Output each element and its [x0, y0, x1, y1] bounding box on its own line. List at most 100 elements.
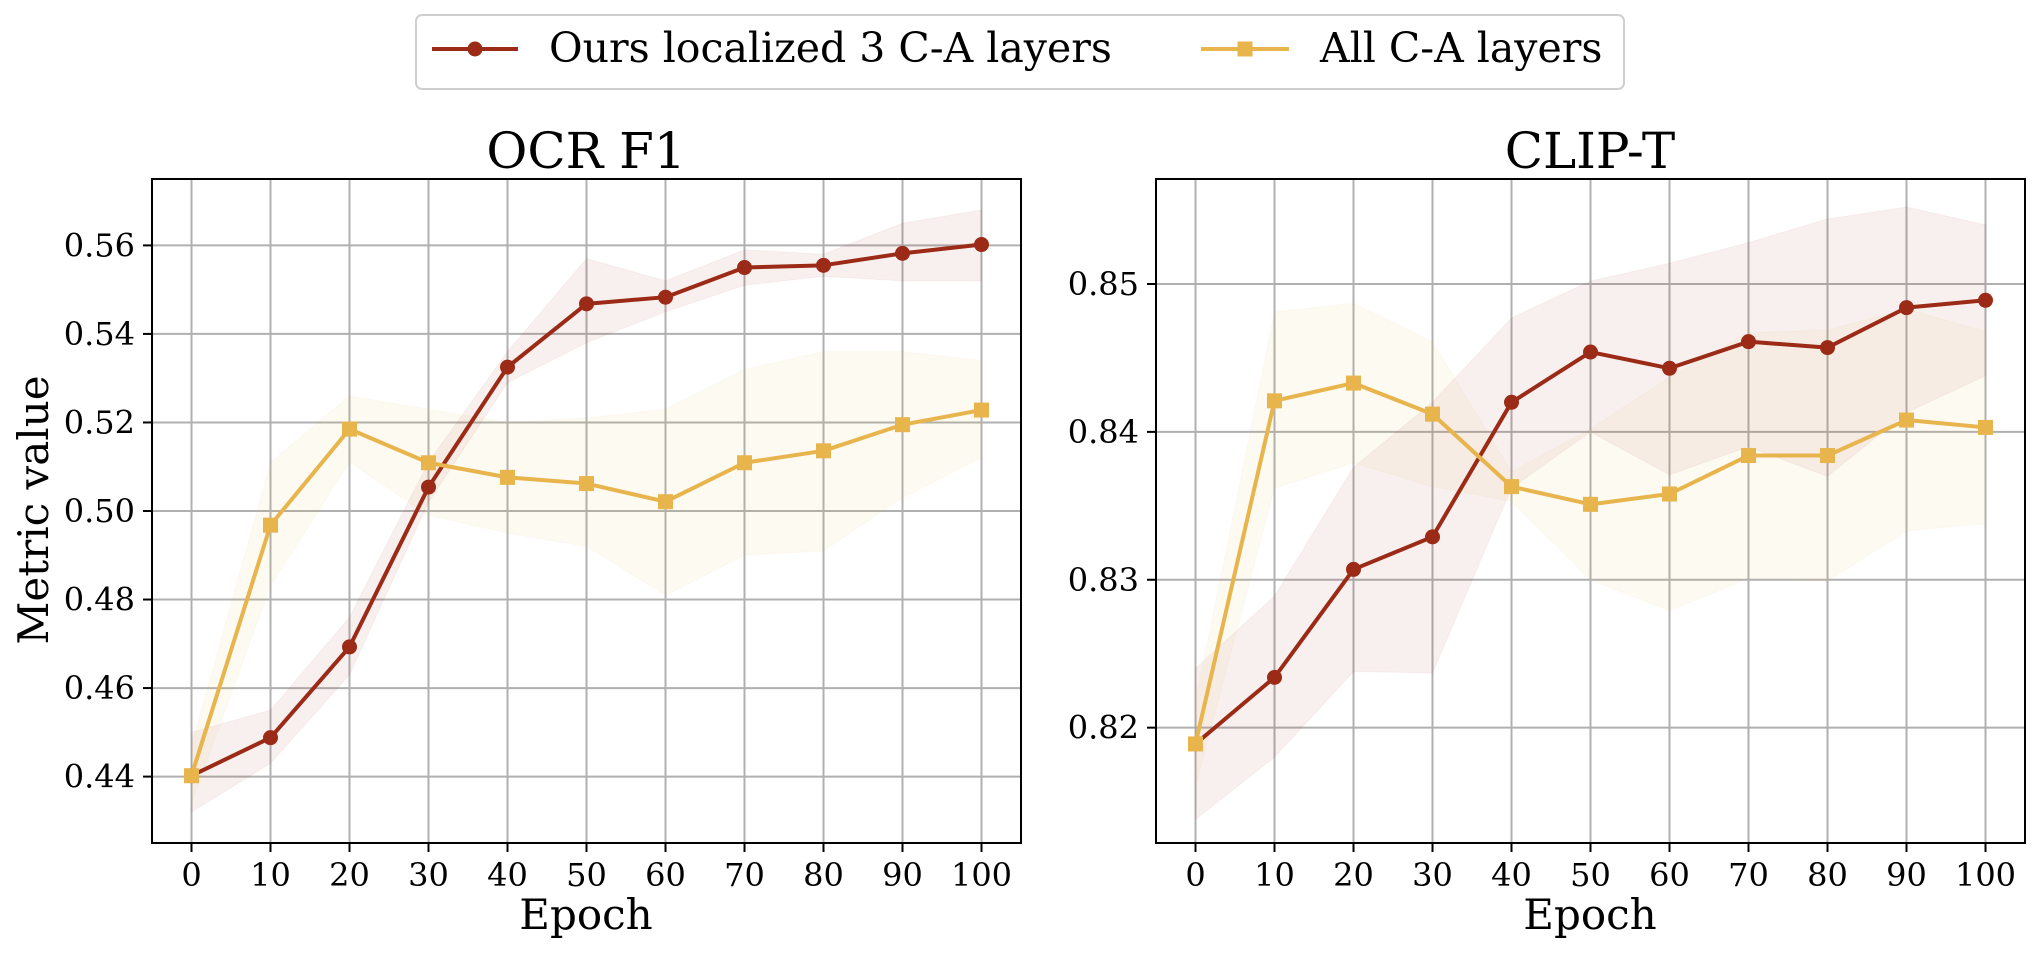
legend-frame [415, 14, 1625, 90]
point-all-c-a-layers [263, 517, 278, 533]
legend-label-ours: Ours localized 3 C-A layers [549, 24, 1112, 72]
x-tick-label: 90 [1886, 856, 1927, 894]
band-ours-localized-3-c-a-layers [191, 209, 982, 813]
point-ours-localized-3-c-a-layers [1741, 334, 1756, 350]
point-ours-localized-3-c-a-layers [816, 257, 831, 273]
point-ours-localized-3-c-a-layers [1978, 292, 1993, 308]
series-clip-t [1188, 292, 1993, 752]
point-all-c-a-layers [1425, 406, 1440, 422]
point-all-c-a-layers [1820, 448, 1835, 464]
point-all-c-a-layers [1267, 393, 1282, 409]
y-axis-title: Metric value [9, 375, 58, 644]
point-ours-localized-3-c-a-layers [263, 730, 278, 746]
chart-clip-t: CLIP-T 0 10 20 30 40 50 60 70 80 90 100 0.820.830.… [1068, 122, 2026, 939]
point-all-c-a-layers [1741, 448, 1756, 464]
x-tick-label: 20 [1333, 856, 1374, 894]
point-all-c-a-layers [500, 469, 515, 485]
x-tick-label: 100 [951, 856, 1012, 894]
x-axis-title-clip-t: Epoch [1523, 890, 1656, 939]
band-all-c-a-layers [1195, 302, 1986, 787]
legend-entry-all: All C-A layers [1201, 24, 1602, 72]
point-all-c-a-layers [658, 494, 673, 510]
point-all-c-a-layers [895, 417, 910, 433]
y-tick-label: 0.84 [1068, 413, 1139, 451]
legend-entry-ours: Ours localized 3 C-A layers [432, 24, 1112, 72]
point-ours-localized-3-c-a-layers [974, 237, 989, 253]
x-tick-label: 90 [882, 856, 923, 894]
x-tick-label: 30 [1412, 856, 1453, 894]
point-all-c-a-layers [974, 402, 989, 418]
x-tick-label: 100 [1955, 856, 2016, 894]
point-ours-localized-3-c-a-layers [1267, 669, 1282, 685]
x-tick-label: 0 [181, 856, 201, 894]
y-tick-label: 0.50 [64, 492, 135, 530]
legend-marker-square [1237, 41, 1253, 57]
point-ours-localized-3-c-a-layers [421, 479, 436, 495]
point-ours-localized-3-c-a-layers [1662, 360, 1677, 376]
chart-title-clip-t: CLIP-T [1505, 122, 1676, 180]
y-tick-label: 0.46 [64, 669, 135, 707]
point-ours-localized-3-c-a-layers [737, 260, 752, 276]
chart-ocr-f1: OCR F1 0 10 20 30 40 50 60 70 80 90 100 0.440.460.… [64, 122, 1022, 939]
point-ours-localized-3-c-a-layers [895, 245, 910, 261]
grid-ocr-f1 [152, 179, 1021, 843]
y-tick-label: 0.85 [1068, 265, 1139, 303]
point-all-c-a-layers [579, 476, 594, 492]
point-ours-localized-3-c-a-layers [342, 639, 357, 655]
point-all-c-a-layers [1583, 496, 1598, 512]
x-tick-label: 60 [645, 856, 686, 894]
x-tick-label: 30 [408, 856, 449, 894]
band-ours-localized-3-c-a-layers [1195, 206, 1986, 821]
y-tick-label: 0.83 [1068, 561, 1139, 599]
y-tick-label: 0.48 [64, 581, 135, 619]
point-all-c-a-layers [1188, 736, 1203, 752]
point-all-c-a-layers [1346, 375, 1361, 391]
x-tick-label: 70 [724, 856, 765, 894]
point-ours-localized-3-c-a-layers [1504, 394, 1519, 410]
point-ours-localized-3-c-a-layers [1346, 561, 1361, 577]
chart-title-ocr-f1: OCR F1 [486, 122, 685, 180]
point-all-c-a-layers [737, 455, 752, 471]
band-all-c-a-layers [191, 351, 982, 804]
point-all-c-a-layers [1978, 419, 1993, 435]
y-tick-label: 0.54 [64, 315, 135, 353]
y-tick-label: 0.56 [64, 226, 135, 264]
grid-clip-t [1156, 179, 2025, 843]
point-ours-localized-3-c-a-layers [1820, 340, 1835, 356]
x-ticks-ocr-f1: 0 10 20 30 40 50 60 70 80 90 100 [181, 843, 1012, 894]
point-ours-localized-3-c-a-layers [1899, 300, 1914, 316]
point-ours-localized-3-c-a-layers [1583, 344, 1598, 360]
point-all-c-a-layers [342, 421, 357, 437]
point-all-c-a-layers [1899, 412, 1914, 428]
point-all-c-a-layers [421, 455, 436, 471]
x-tick-label: 20 [329, 856, 370, 894]
x-tick-label: 0 [1185, 856, 1205, 894]
bands-clip-t [1195, 206, 1986, 821]
x-ticks-clip-t: 0 10 20 30 40 50 60 70 80 90 100 [1185, 843, 2016, 894]
legend: Ours localized 3 C-A layers All C-A laye… [415, 14, 1625, 90]
x-tick-label: 50 [566, 856, 607, 894]
x-axis-title-ocr-f1: Epoch [519, 890, 652, 939]
x-tick-label: 10 [1254, 856, 1295, 894]
point-ours-localized-3-c-a-layers [500, 359, 515, 375]
x-tick-label: 70 [1728, 856, 1769, 894]
point-ours-localized-3-c-a-layers [579, 296, 594, 312]
y-tick-label: 0.82 [1068, 709, 1139, 747]
x-tick-label: 80 [1807, 856, 1848, 894]
x-tick-label: 80 [803, 856, 844, 894]
series-ocr-f1 [184, 237, 989, 784]
y-ticks-clip-t: 0.82 0.83 0.84 0.85 [1068, 265, 1156, 747]
point-all-c-a-layers [1662, 486, 1677, 502]
y-tick-label: 0.52 [64, 403, 135, 441]
point-all-c-a-layers [816, 443, 831, 459]
legend-label-all: All C-A layers [1319, 24, 1602, 72]
bands-ocr-f1 [191, 209, 982, 813]
x-tick-label: 50 [1570, 856, 1611, 894]
y-tick-label: 0.44 [64, 758, 135, 796]
point-ours-localized-3-c-a-layers [658, 289, 673, 305]
x-tick-label: 40 [487, 856, 528, 894]
legend-marker-circle [467, 41, 483, 57]
y-ticks-ocr-f1: 0.44 0.46 0.48 0.50 0.52 0.54 0.56 [64, 226, 152, 796]
point-ours-localized-3-c-a-layers [1425, 529, 1440, 545]
